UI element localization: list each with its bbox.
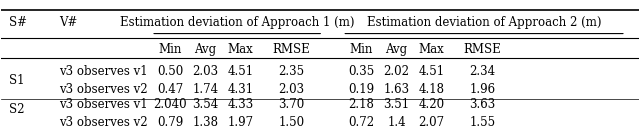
Text: 0.79: 0.79 [157, 116, 184, 129]
Text: 4.20: 4.20 [419, 98, 445, 111]
Text: S1: S1 [9, 74, 24, 87]
Text: Max: Max [419, 43, 444, 56]
Text: v3 observes v2: v3 observes v2 [59, 83, 147, 96]
Text: 1.50: 1.50 [278, 116, 305, 129]
Text: 0.72: 0.72 [348, 116, 374, 129]
Text: 3.54: 3.54 [192, 98, 218, 111]
Text: v3 observes v2: v3 observes v2 [59, 116, 147, 129]
Text: 0.35: 0.35 [348, 65, 374, 78]
Text: 3.51: 3.51 [383, 98, 410, 111]
Text: RMSE: RMSE [463, 43, 501, 56]
Text: Estimation deviation of Approach 1 (m): Estimation deviation of Approach 1 (m) [120, 16, 355, 29]
Text: 1.4: 1.4 [387, 116, 406, 129]
Text: Min: Min [349, 43, 373, 56]
Text: Avg: Avg [194, 43, 216, 56]
Text: 2.34: 2.34 [469, 65, 495, 78]
Text: 4.31: 4.31 [227, 83, 253, 96]
Text: S#: S# [9, 16, 27, 29]
Text: 1.63: 1.63 [383, 83, 410, 96]
Text: 2.02: 2.02 [383, 65, 410, 78]
Text: S2: S2 [9, 103, 24, 116]
Text: 1.74: 1.74 [192, 83, 218, 96]
Text: 0.19: 0.19 [348, 83, 374, 96]
Text: 4.51: 4.51 [227, 65, 253, 78]
Text: RMSE: RMSE [273, 43, 310, 56]
Text: 2.03: 2.03 [192, 65, 218, 78]
Text: 0.47: 0.47 [157, 83, 184, 96]
Text: 4.51: 4.51 [419, 65, 445, 78]
Text: 1.96: 1.96 [469, 83, 495, 96]
Text: Min: Min [159, 43, 182, 56]
Text: 2.040: 2.040 [154, 98, 187, 111]
Text: 0.50: 0.50 [157, 65, 184, 78]
Text: 2.07: 2.07 [419, 116, 445, 129]
Text: 1.55: 1.55 [469, 116, 495, 129]
Text: 4.18: 4.18 [419, 83, 445, 96]
Text: 3.70: 3.70 [278, 98, 305, 111]
Text: 1.38: 1.38 [192, 116, 218, 129]
Text: Avg: Avg [385, 43, 408, 56]
Text: 2.18: 2.18 [349, 98, 374, 111]
Text: v3 observes v1: v3 observes v1 [59, 65, 147, 78]
Text: 4.33: 4.33 [227, 98, 253, 111]
Text: v3 observes v1: v3 observes v1 [59, 98, 147, 111]
Text: Max: Max [227, 43, 253, 56]
Text: 3.63: 3.63 [469, 98, 495, 111]
Text: V#: V# [59, 16, 77, 29]
Text: 2.35: 2.35 [278, 65, 305, 78]
Text: 2.03: 2.03 [278, 83, 305, 96]
Text: 1.97: 1.97 [227, 116, 253, 129]
Text: Estimation deviation of Approach 2 (m): Estimation deviation of Approach 2 (m) [367, 16, 602, 29]
